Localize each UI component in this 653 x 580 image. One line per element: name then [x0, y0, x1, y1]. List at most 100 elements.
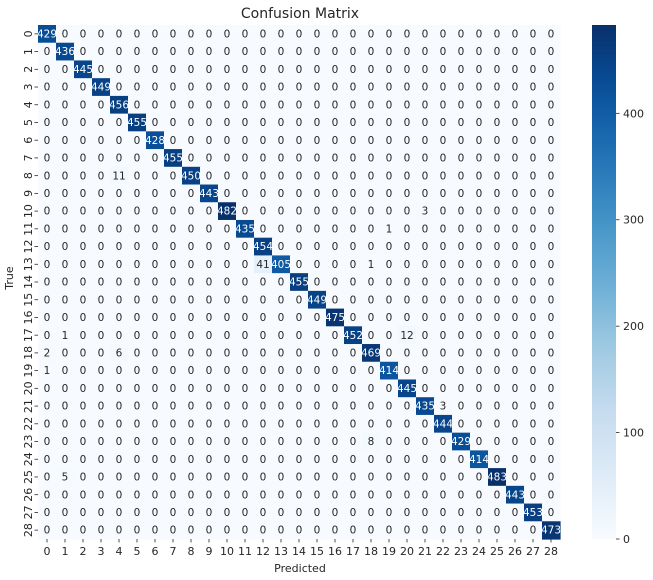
heatmap-cell [326, 237, 345, 257]
cell-value: 0 [80, 401, 87, 413]
heatmap-cell [128, 273, 147, 292]
heatmap-cell [236, 379, 255, 398]
heatmap-cell [416, 113, 435, 132]
heatmap-cell [380, 503, 399, 522]
cell-value: 0 [458, 312, 465, 324]
cell-value: 0 [314, 259, 321, 271]
heatmap-cell [308, 379, 327, 398]
cell-value: 0 [206, 46, 213, 58]
cell-value: 0 [188, 259, 195, 271]
cell-value: 0 [188, 188, 195, 200]
heatmap-cell [506, 78, 525, 97]
cell-value: 0 [422, 259, 429, 271]
heatmap-cell [290, 273, 309, 292]
y-tick-label: 18 [22, 346, 35, 360]
heatmap-cell [470, 255, 489, 274]
heatmap-cell [200, 344, 219, 363]
cell-value: 454 [253, 241, 273, 253]
heatmap-cell [74, 521, 93, 540]
heatmap-cell [542, 308, 561, 327]
cell-value: 0 [224, 46, 231, 58]
heatmap-cell [416, 344, 435, 363]
cell-value: 0 [98, 206, 105, 218]
cell-value: 0 [278, 277, 285, 289]
heatmap-cell [110, 113, 129, 132]
heatmap-cell [542, 432, 561, 451]
cell-value: 0 [62, 259, 69, 271]
cell-value: 0 [404, 525, 411, 537]
cell-value: 0 [476, 259, 483, 271]
heatmap-cell [164, 131, 183, 150]
cell-value: 0 [206, 277, 213, 289]
cell-value: 0 [548, 135, 555, 147]
heatmap-cell [452, 308, 471, 327]
cell-value: 0 [350, 241, 357, 253]
heatmap-cell [74, 78, 93, 97]
cell-value: 0 [332, 82, 339, 94]
cell-value: 0 [170, 99, 177, 111]
heatmap-cell [56, 184, 75, 203]
heatmap-cell [524, 25, 543, 44]
heatmap-cell [488, 361, 507, 381]
cell-value: 0 [422, 418, 429, 430]
cell-value: 0 [80, 259, 87, 271]
heatmap-cell [128, 468, 147, 487]
cell-value: 0 [278, 418, 285, 430]
heatmap-cell [308, 521, 327, 540]
cell-value: 0 [368, 135, 375, 147]
cell-value: 0 [314, 330, 321, 342]
cell-value: 0 [332, 170, 339, 182]
cell-value: 0 [44, 46, 51, 58]
heatmap-cell [344, 361, 363, 381]
heatmap-cell [236, 131, 255, 150]
cell-value: 0 [242, 46, 249, 58]
heatmap-cell [380, 414, 399, 434]
cell-value: 0 [422, 188, 429, 200]
cell-value: 0 [386, 82, 393, 94]
cell-value: 0 [494, 277, 501, 289]
cell-value: 0 [332, 188, 339, 200]
heatmap-cell [200, 202, 219, 221]
cell-value: 1 [368, 259, 375, 271]
cell-value: 0 [80, 188, 87, 200]
cell-value: 0 [98, 46, 105, 58]
cell-value: 0 [224, 135, 231, 147]
y-tick-label: 4 [22, 101, 35, 108]
heatmap-cell [506, 166, 525, 186]
heatmap-cell [344, 184, 363, 203]
heatmap-cell [398, 255, 417, 274]
cell-value: 0 [188, 525, 195, 537]
heatmap-cell [524, 450, 543, 469]
cell-value: 0 [296, 117, 303, 129]
heatmap-cell [128, 202, 147, 221]
cell-value: 0 [368, 401, 375, 413]
heatmap-cell [416, 450, 435, 469]
cell-value: 0 [116, 153, 123, 165]
cell-value: 0 [386, 525, 393, 537]
cell-value: 0 [512, 330, 519, 342]
cell-value: 0 [98, 259, 105, 271]
cell-value: 0 [188, 46, 195, 58]
cell-value: 450 [181, 170, 201, 182]
cell-value: 0 [494, 82, 501, 94]
heatmap-cell [272, 25, 291, 44]
heatmap-cell [38, 166, 57, 186]
heatmap-cell [110, 485, 129, 505]
heatmap-cell [380, 78, 399, 97]
cell-value: 0 [116, 277, 123, 289]
heatmap-cell [344, 166, 363, 186]
cell-value: 0 [80, 277, 87, 289]
heatmap-cell [488, 521, 507, 540]
heatmap-cell [182, 219, 201, 239]
cell-value: 0 [350, 383, 357, 395]
x-tick-label: 20 [400, 545, 414, 558]
cell-value: 0 [512, 312, 519, 324]
cell-value: 0 [152, 312, 159, 324]
heatmap-cell [92, 361, 111, 381]
cell-value: 0 [152, 348, 159, 360]
y-tick-label: 9 [22, 190, 35, 197]
cell-value: 0 [116, 206, 123, 218]
cell-value: 0 [224, 170, 231, 182]
cell-value: 0 [458, 28, 465, 40]
cell-value: 0 [476, 401, 483, 413]
